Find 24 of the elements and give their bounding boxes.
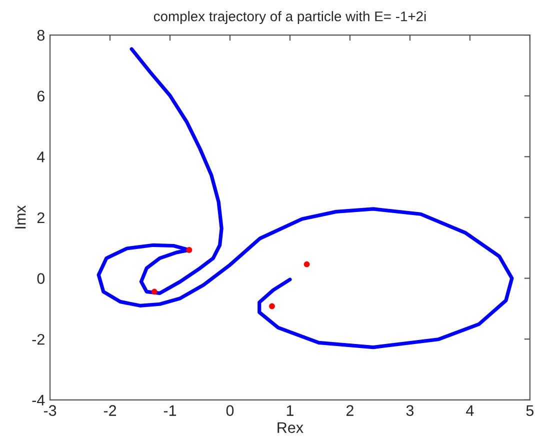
y-tick-label: 4 <box>37 152 45 162</box>
x-tick-label: -3 <box>44 405 56 416</box>
y-axis-title: Imx <box>15 205 26 228</box>
point <box>151 288 158 295</box>
chart-title: complex trajectory of a particle with E= -1+2i <box>154 11 426 24</box>
point <box>304 261 310 268</box>
x-tick-label: -2 <box>104 405 116 416</box>
line-series <box>96 47 514 350</box>
y-tick-label: 2 <box>37 212 44 224</box>
x-tick-label: 3 <box>406 405 414 416</box>
x-tick-label: -1 <box>164 405 176 416</box>
y-tick-label: -4 <box>32 394 45 406</box>
y-tick-label: 6 <box>37 90 44 102</box>
x-axis-title: Rex <box>278 422 304 433</box>
x-tick-label: 0 <box>226 405 234 416</box>
x-tick-label: 5 <box>526 405 534 416</box>
y-tick-label: -2 <box>32 334 44 345</box>
y-tick-label: 0 <box>37 273 45 284</box>
point <box>269 303 275 310</box>
y-tick-label: 8 <box>37 30 44 41</box>
x-tick-label: 4 <box>466 405 474 416</box>
x-tick-label: 1 <box>286 405 294 416</box>
x-tick-label: 2 <box>346 405 354 416</box>
point <box>186 247 192 253</box>
